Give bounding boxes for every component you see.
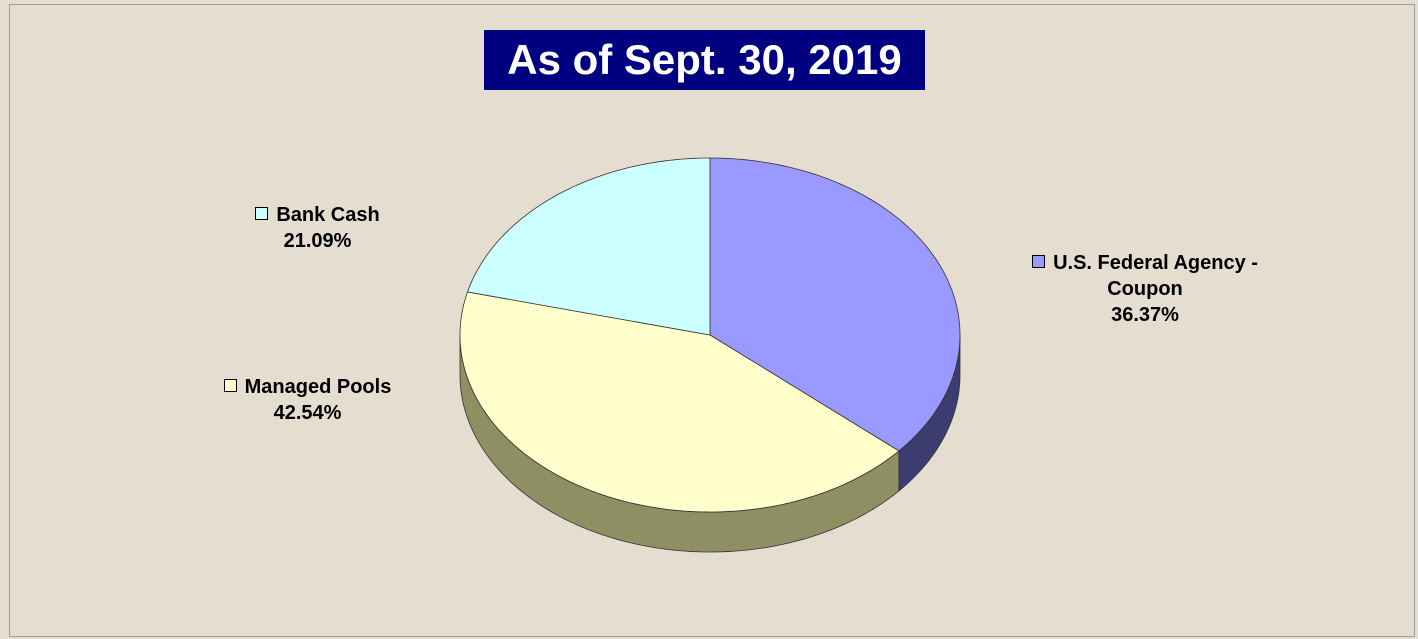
data-label: Bank Cash 21.09%: [235, 202, 400, 254]
data-label: Managed Pools 42.54%: [200, 374, 415, 426]
chart-title: As of Sept. 30, 2019: [484, 30, 925, 90]
category-label: Bank Cash: [276, 204, 380, 226]
value-label: 42.54%: [273, 402, 342, 424]
legend-swatch: [255, 207, 269, 220]
data-label: U.S. Federal Agency - Coupon 36.37%: [995, 250, 1295, 328]
category-label: Managed Pools: [244, 376, 392, 398]
legend-swatch: [223, 379, 237, 392]
value-label: 21.09%: [283, 230, 352, 252]
slice: [709, 157, 961, 452]
value-label: 36.37%: [1111, 304, 1179, 326]
slice: [459, 291, 900, 513]
legend-swatch: [1032, 255, 1046, 268]
slice: [466, 157, 711, 336]
category-label: U.S. Federal Agency - Coupon: [1053, 252, 1258, 300]
chart-frame: [9, 4, 1415, 637]
